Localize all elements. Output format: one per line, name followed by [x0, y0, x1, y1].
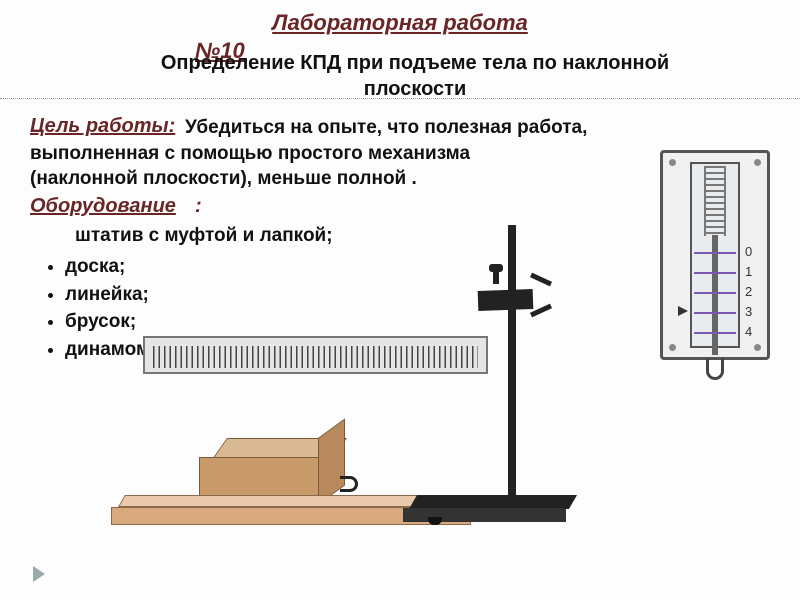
clamp-arm	[530, 273, 552, 287]
block-hook	[340, 476, 358, 492]
goal-line-3: (наклонной плоскости), меньше полной .	[30, 168, 417, 189]
goal-text: Убедиться на опыте, что полезная работа,…	[30, 115, 590, 192]
divider	[0, 98, 800, 99]
dynamometer: 0 1 2 3 4	[660, 150, 770, 385]
dyn-tick	[694, 332, 736, 334]
dyn-tick	[694, 272, 736, 274]
apparatus-diagram	[118, 280, 638, 580]
equipment-colon: :	[195, 195, 202, 218]
equipment-label: Оборудование	[30, 195, 176, 218]
stand-column	[508, 225, 516, 505]
equipment-item: доска;	[65, 253, 187, 281]
dyn-pointer	[678, 306, 688, 316]
slide-arrow-icon	[33, 566, 45, 582]
goal-line-1: Убедиться на опыте, что полезная работа,	[185, 117, 587, 138]
dyn-spring	[704, 166, 726, 236]
goal-line-2: выполненная с помощью простого механизма	[30, 143, 470, 164]
equipment-item-first: штатив с муфтой и лапкой;	[75, 225, 333, 247]
clamp-screw	[493, 270, 499, 284]
dyn-screw	[754, 159, 761, 166]
dyn-scale-label: 0	[745, 244, 752, 259]
dyn-screw	[669, 344, 676, 351]
lab-title: Лабораторная работа	[0, 10, 800, 36]
block-side	[318, 418, 345, 505]
dyn-scale-label: 4	[745, 324, 752, 339]
clamp	[478, 289, 534, 311]
dyn-tick	[694, 312, 736, 314]
dyn-hook	[706, 358, 724, 380]
ruler	[143, 336, 488, 374]
ruler-ticks	[153, 346, 478, 368]
dyn-screw	[754, 344, 761, 351]
dyn-scale-label: 1	[745, 264, 752, 279]
dyn-tick	[694, 292, 736, 294]
dyn-scale-label: 3	[745, 304, 752, 319]
dyn-scale-label: 2	[745, 284, 752, 299]
dyn-screw	[669, 159, 676, 166]
clamp-arm	[530, 304, 552, 318]
lab-subtitle: Определение КПД при подъеме тела по накл…	[115, 50, 715, 102]
dyn-tick	[694, 252, 736, 254]
stand-base	[409, 495, 577, 509]
